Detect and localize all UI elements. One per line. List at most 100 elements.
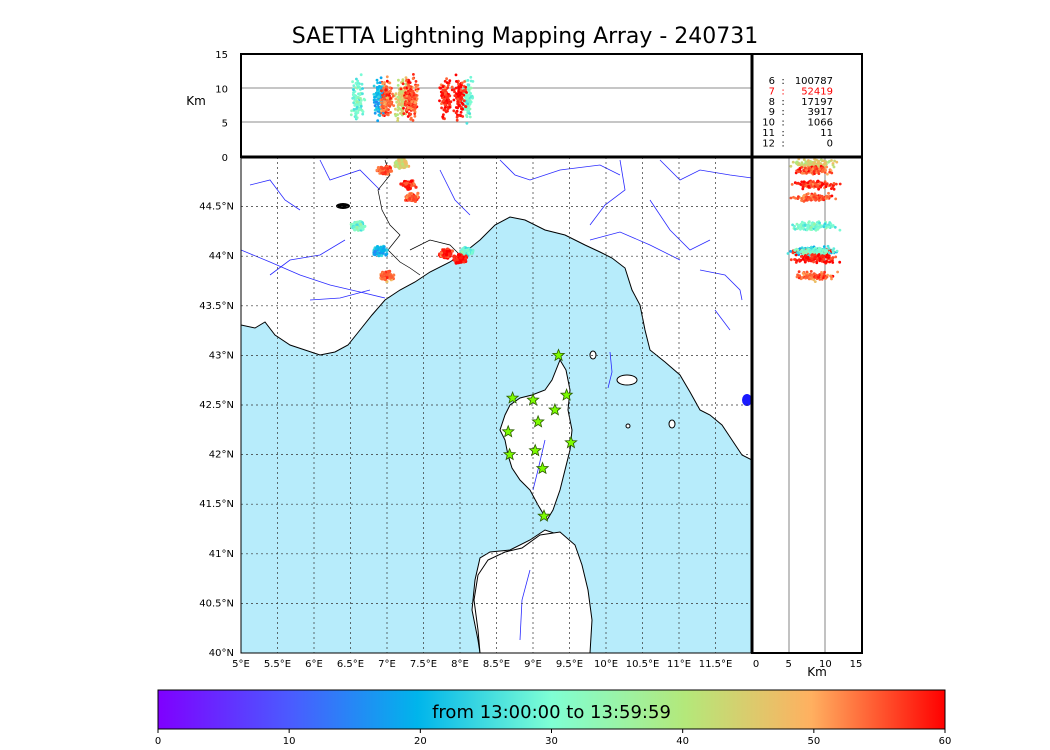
altitude-tick-label: 5 [222,119,228,130]
colorbar: 0 10 20 30 40 50 60 [155,689,951,747]
lon-tick-label: 6.5°E [337,659,364,670]
lightning-point-altitude [372,98,376,102]
lightning-point [378,248,382,252]
lightning-point-altitude [444,110,448,114]
lightning-point [390,275,394,279]
lightning-point-side [795,275,799,279]
lightning-point-side [824,251,828,255]
lightning-point-side [823,249,827,253]
lightning-point-altitude [376,91,380,95]
lightning-point-side [812,278,815,282]
lightning-point-side [792,195,795,199]
lightning-point-side [802,200,806,203]
lightning-point-side [804,258,808,262]
lightning-point-side [825,275,829,279]
lightning-point [382,272,386,276]
lightning-point-altitude [354,112,357,115]
station-star [548,402,562,416]
lightning-point-side [817,276,820,279]
lightning-point-side [822,245,826,249]
station-star [535,461,550,475]
lightning-point-altitude [414,93,418,97]
lightning-point-altitude [401,98,404,101]
lightning-point-altitude [445,77,448,81]
lightning-point-altitude [372,101,376,104]
lightning-point-altitude [448,102,451,106]
lightning-point-side [797,170,801,174]
colorbar-tick-label: 40 [676,736,689,747]
lightning-point-side [810,253,814,257]
lightning-point-altitude [412,105,415,109]
lightning-point-altitude [373,104,377,108]
lightning-point-altitude [352,91,355,94]
lightning-point-altitude [411,119,415,122]
lightning-point-side [826,172,829,176]
lightning-point-side [832,247,836,251]
lightning-point [407,183,411,187]
lightning-point-side [828,170,832,174]
lightning-point-altitude [379,109,383,113]
lon-tick-label: 10.5°E [626,659,660,670]
lightning-point-altitude [399,112,402,115]
lightning-point [361,227,365,231]
lightning-point-altitude [403,86,406,90]
lightning-point-altitude [469,86,473,90]
lightning-point-altitude [359,97,362,100]
lightning-point-side [831,163,835,167]
lightning-point [393,164,397,168]
lightning-point-altitude [401,109,405,113]
lightning-point-altitude [387,81,391,85]
lightning-point-altitude [355,103,359,106]
lightning-point-altitude [380,98,384,102]
lightning-point-side [823,161,827,165]
lat-tick-label: 41.5°N [199,499,234,510]
lightning-point-side [809,194,813,198]
radar-marker [742,394,752,406]
lightning-point-altitude [385,75,389,79]
lightning-point-side [816,258,819,262]
lightning-point-side [830,194,834,198]
lightning-point-side [801,257,805,261]
lightning-point [448,249,452,253]
lightning-point-side [812,272,816,276]
lightning-point-side [802,158,806,162]
colorbar-tick-label: 30 [545,736,558,747]
altitude-tick-label: 15 [215,50,228,61]
lightning-point-side [818,182,822,186]
lightning-point-side [807,159,810,162]
lightning-point [385,252,389,256]
lightning-point-side [789,196,793,200]
lightning-point-altitude [356,79,360,83]
lightning-point-side [793,258,796,261]
lightning-point-altitude [391,94,395,98]
lightning-point-altitude [452,109,456,113]
small-island [625,423,631,429]
lightning-point-side [807,277,811,281]
lightning-point-altitude [457,87,461,91]
colorbar-ticks: 0 10 20 30 40 50 60 [155,729,951,747]
lightning-point-altitude [441,85,445,89]
lightning-point-side [797,270,801,274]
lightning-point-side [818,167,821,171]
lightning-point-altitude [389,97,392,100]
lightning-point [464,254,468,258]
lightning-point-altitude [392,104,396,107]
station-count-value: 11 [820,128,833,139]
lightning-point-altitude [461,107,464,111]
lightning-point-altitude [394,107,397,111]
lon-tick-label: 11°E [667,659,691,670]
lightning-point-altitude [362,97,366,101]
station-count-value: 3917 [808,107,833,118]
lightning-point [407,194,411,198]
lightning-point-altitude [396,117,400,120]
lightning-point-altitude [352,84,356,88]
lightning-point [396,164,400,168]
lightning-point-altitude [380,89,383,93]
altitude-panel [240,53,753,158]
lightning-point-altitude [459,86,463,89]
lightning-point-altitude [361,92,364,96]
lightning-point-altitude [400,95,403,98]
lightning-point [355,223,359,227]
lightning-point-side [804,275,808,278]
lightning-point-altitude [443,103,447,107]
